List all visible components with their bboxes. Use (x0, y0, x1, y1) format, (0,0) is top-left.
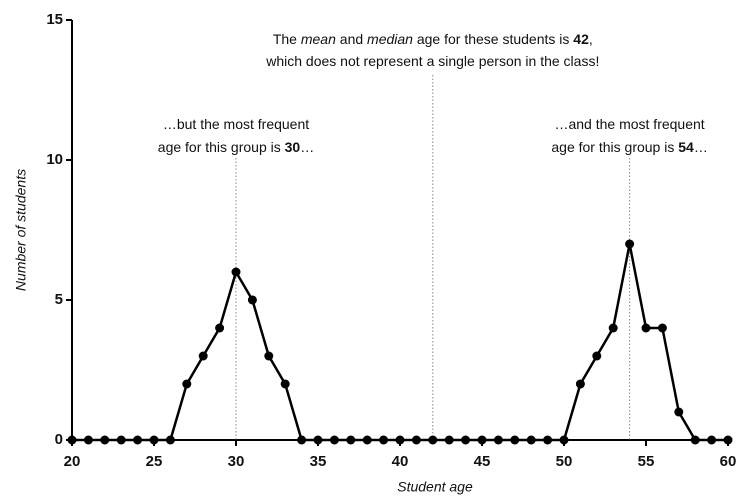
x-tick-label: 20 (64, 453, 81, 470)
point (723, 435, 733, 445)
point (559, 435, 569, 445)
y-axis-label: Number of students (13, 169, 29, 291)
point (182, 379, 192, 389)
annotation-segment: age for this group is (551, 139, 678, 155)
annotation: …and the most frequent (554, 116, 704, 132)
point (493, 435, 503, 445)
point (690, 435, 700, 445)
point (247, 295, 257, 305)
annotation-segment: which does not represent a single person… (265, 53, 599, 69)
point (362, 435, 372, 445)
point (165, 435, 175, 445)
annotation-segment: 54 (678, 139, 694, 155)
annotation: which does not represent a single person… (265, 53, 599, 69)
point (657, 323, 667, 333)
annotation-segment: … (300, 139, 314, 155)
annotation-segment: The (273, 31, 301, 47)
point (100, 435, 110, 445)
annotation-segment: 30 (285, 139, 301, 155)
point (411, 435, 421, 445)
point (297, 435, 307, 445)
point (83, 435, 93, 445)
point (280, 379, 290, 389)
point (526, 435, 536, 445)
point (707, 435, 717, 445)
y-tick-label: 5 (55, 291, 63, 308)
annotation-segment: and (336, 31, 367, 47)
point (313, 435, 323, 445)
x-tick-label: 35 (310, 453, 327, 470)
y-tick-label: 10 (46, 151, 63, 168)
point (67, 435, 77, 445)
point (641, 323, 651, 333)
point (592, 351, 602, 361)
y-tick-label: 15 (46, 11, 63, 28)
point (543, 435, 553, 445)
point (346, 435, 356, 445)
x-tick-label: 40 (392, 453, 409, 470)
point (444, 435, 454, 445)
point (329, 435, 339, 445)
point (264, 351, 274, 361)
annotation-segment: median (367, 31, 413, 47)
x-tick-label: 45 (474, 453, 491, 470)
point (149, 435, 159, 445)
point (379, 435, 389, 445)
point (510, 435, 520, 445)
annotation: age for this group is 54… (551, 139, 707, 155)
annotation-segment: age for these students is (413, 31, 573, 47)
point (215, 323, 225, 333)
y-tick-label: 0 (55, 431, 63, 448)
point (133, 435, 143, 445)
x-tick-label: 55 (638, 453, 655, 470)
point (116, 435, 126, 445)
point (395, 435, 405, 445)
point (625, 239, 635, 249)
annotation: The mean and median age for these studen… (273, 31, 593, 47)
x-axis-label: Student age (397, 479, 473, 495)
point (674, 407, 684, 417)
annotation: age for this group is 30… (158, 139, 314, 155)
point (608, 323, 618, 333)
point (198, 351, 208, 361)
annotation-segment: … (694, 139, 708, 155)
annotation: …but the most frequent (163, 116, 309, 132)
point (461, 435, 471, 445)
x-tick-label: 30 (228, 453, 245, 470)
annotation-segment: mean (301, 31, 336, 47)
x-tick-label: 50 (556, 453, 573, 470)
annotation-segment: 42 (573, 31, 589, 47)
annotation-segment: , (589, 31, 593, 47)
point (575, 379, 585, 389)
annotation-segment: …but the most frequent (163, 116, 309, 132)
annotation-segment: …and the most frequent (554, 116, 704, 132)
x-tick-label: 60 (720, 453, 737, 470)
point (231, 267, 241, 277)
point (428, 435, 438, 445)
annotation-segment: age for this group is (158, 139, 285, 155)
point (477, 435, 487, 445)
x-tick-label: 25 (146, 453, 163, 470)
